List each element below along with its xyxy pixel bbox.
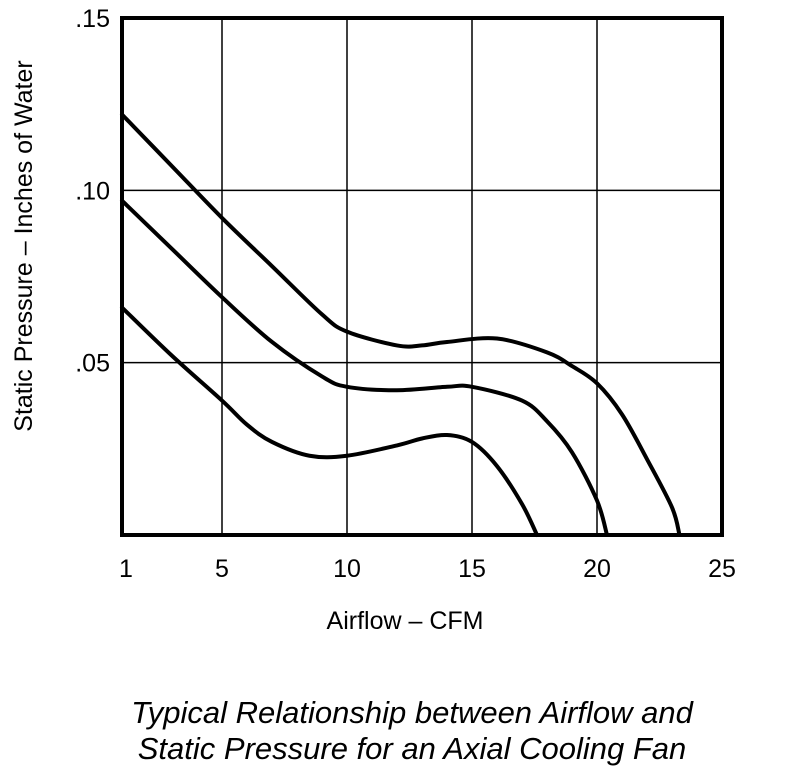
chart: 1 5 10 15 20 25 .05.10.15 Airflow – CFM Stati… [10,5,736,635]
series-lines [120,112,682,537]
series-line-1 [120,112,682,537]
x-axis-title: Airflow – CFM [327,607,484,635]
plot-area-frame [120,16,724,537]
y-tick-labels: .05 .10 .15 [75,5,110,378]
y-axis-title: Static Pressure – Inches of Water [10,60,38,431]
y-tick-label: .15 [75,5,110,33]
grid-lines [122,18,722,535]
x-tick-label: 10 [333,555,361,583]
series-line-2 [120,198,609,537]
series-line-3 [120,305,539,537]
x-tick-labels: 1 5 10 15 20 25 [119,555,736,583]
x-tick-label: 25 [708,555,736,583]
chart-caption-line-1: Typical Relationship between Airflow and [131,695,693,730]
chart-caption-line-2: Static Pressure for an Axial Cooling Fan [137,731,687,766]
x-tick-label: 20 [583,555,611,583]
x-tick-label: 15 [458,555,486,583]
y-tick-label: .05 [75,350,110,378]
x-tick-label: 1 [119,555,133,583]
x-tick-label: 5 [215,555,229,583]
y-tick-label: .10 [75,177,110,205]
